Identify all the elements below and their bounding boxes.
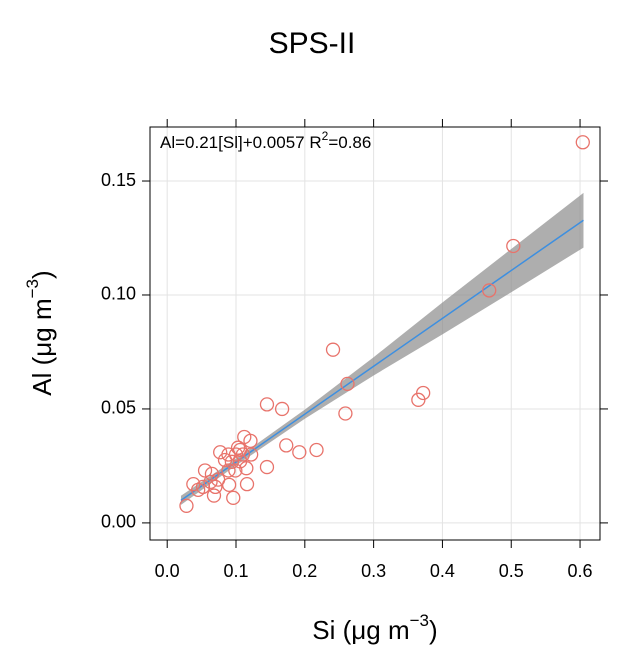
y-tick-label: 0.05 <box>101 398 136 418</box>
y-axis-label-exponent: −3 <box>23 279 42 298</box>
x-axis-label-exponent: −3 <box>410 611 429 630</box>
point <box>243 447 259 462</box>
point <box>340 376 355 392</box>
point <box>325 342 341 357</box>
x-tick-label: 0.0 <box>155 561 180 581</box>
x-tick-label: 0.3 <box>361 561 386 581</box>
point <box>221 447 236 462</box>
point <box>213 445 228 460</box>
confidence-band <box>180 192 584 505</box>
point <box>259 459 275 475</box>
point <box>338 406 353 421</box>
y-tick-label: 0.00 <box>101 512 136 532</box>
x-axis-label-end: ) <box>429 615 438 645</box>
annotation-superscript: 2 <box>322 129 329 143</box>
point <box>292 445 307 460</box>
point <box>228 447 244 462</box>
y-tick-label: 0.10 <box>101 284 136 304</box>
x-tick-label: 0.5 <box>499 561 524 581</box>
x-tick-label: 0.2 <box>292 561 317 581</box>
point <box>221 477 237 492</box>
y-axis-label: Al (μg m−3) <box>23 270 56 395</box>
point <box>309 442 324 458</box>
annotation-text: Al=0.21[Sl]+0.0057 R <box>160 133 322 152</box>
y-axis-label-text: Al (μg m <box>27 298 57 395</box>
x-axis-label-text: Si (μg m <box>312 615 409 645</box>
x-tick-label: 0.4 <box>430 561 455 581</box>
point <box>221 463 236 478</box>
point <box>482 283 497 298</box>
y-axis-label-end: ) <box>27 270 57 279</box>
x-tick-label: 0.6 <box>568 561 593 581</box>
y-tick-label: 0.15 <box>101 170 136 190</box>
point <box>195 479 211 495</box>
point <box>179 498 194 513</box>
x-tick-label: 0.1 <box>223 561 248 581</box>
point <box>239 461 254 476</box>
chart-title: SPS-II <box>269 27 356 60</box>
fit-line <box>180 219 584 501</box>
point <box>274 401 290 417</box>
point <box>259 397 275 412</box>
point <box>243 433 258 449</box>
point <box>206 488 222 503</box>
x-axis-label: Si (μg m−3) <box>312 611 437 644</box>
point <box>235 447 251 462</box>
plot-frame <box>149 126 601 541</box>
annotation: Al=0.21[Sl]+0.0057 R2=0.86 <box>160 129 371 152</box>
point <box>575 135 590 150</box>
point <box>226 490 241 505</box>
point <box>197 463 213 478</box>
point <box>224 454 240 469</box>
point <box>416 385 431 401</box>
annotation-end: =0.86 <box>328 133 371 152</box>
point <box>204 466 220 482</box>
point <box>228 463 243 478</box>
point <box>203 474 218 490</box>
point <box>279 438 294 453</box>
point <box>506 238 521 254</box>
point <box>239 477 255 492</box>
